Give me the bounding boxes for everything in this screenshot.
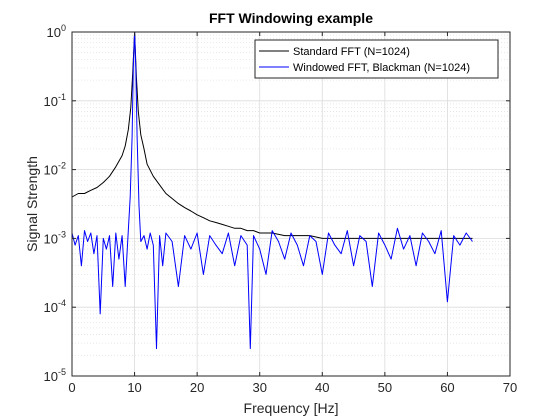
plot-frame — [71, 31, 511, 377]
x-tick-label: 30 — [252, 380, 266, 395]
y-tick-label: 10-2 — [44, 161, 66, 178]
x-tick-label: 60 — [440, 380, 454, 395]
y-tick-label-exponent: -1 — [58, 92, 66, 102]
y-tick-label-base: 10 — [47, 25, 61, 40]
axis-ticks — [71, 31, 511, 377]
series-line-0 — [71, 31, 473, 239]
y-tick-label-base: 10 — [44, 163, 58, 178]
y-tick-label-base: 10 — [44, 369, 58, 384]
y-tick-label: 10-3 — [44, 229, 66, 246]
y-tick-label-base: 10 — [44, 94, 58, 109]
series-line-1 — [71, 31, 473, 350]
y-tick-label: 10-1 — [44, 92, 66, 109]
y-tick-label: 10-4 — [44, 298, 66, 315]
x-tick-labels: 0 10 20 30 40 50 60 70 — [68, 380, 517, 395]
y-tick-label-exponent: -3 — [58, 229, 66, 239]
minor-grid — [72, 34, 510, 356]
chart-title: FFT Windowing example — [209, 10, 373, 26]
y-tick-label-exponent: -4 — [58, 298, 66, 308]
y-axis-label: Signal Strength — [24, 156, 40, 252]
series-layer — [71, 31, 473, 350]
plot-area — [72, 32, 510, 376]
legend-box — [254, 39, 499, 79]
x-tick-label: 10 — [127, 380, 141, 395]
y-tick-label-exponent: -2 — [58, 161, 66, 171]
y-tick-label-base: 10 — [44, 231, 58, 246]
legend-label-standard-fft: Standard FFT (N=1024) — [293, 46, 410, 58]
y-tick-label-base: 10 — [44, 300, 58, 315]
x-tick-label: 50 — [378, 380, 392, 395]
y-tick-label-exponent: 0 — [61, 23, 66, 33]
x-tick-label: 40 — [315, 380, 329, 395]
legend-label-windowed-fft: Windowed FFT, Blackman (N=1024) — [293, 62, 470, 74]
y-tick-label: 10-5 — [44, 367, 66, 384]
x-tick-label: 0 — [68, 380, 75, 395]
x-tick-label: 70 — [503, 380, 517, 395]
y-tick-label: 100 — [47, 23, 66, 40]
x-tick-label: 20 — [190, 380, 204, 395]
legend: Standard FFT (N=1024) Windowed FFT, Blac… — [254, 39, 499, 79]
x-axis-label: Frequency [Hz] — [244, 400, 339, 416]
y-tick-label-exponent: -5 — [58, 367, 66, 377]
